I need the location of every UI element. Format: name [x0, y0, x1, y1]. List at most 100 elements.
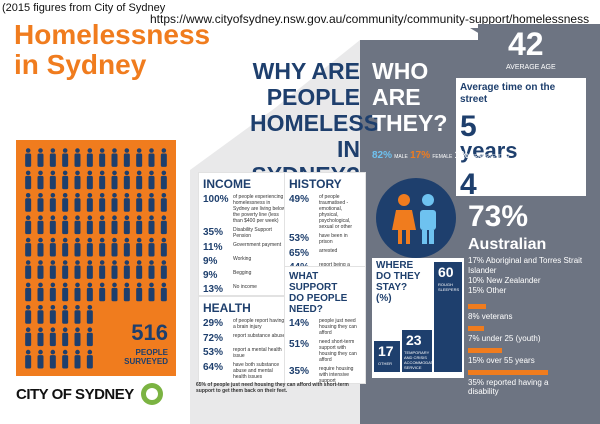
person-icon: [37, 215, 44, 235]
health-row: 72% report substance abuse: [203, 333, 287, 344]
income-pct: 9%: [203, 270, 218, 281]
trans-pct: 1%: [454, 150, 470, 161]
male-label: MALE: [394, 154, 408, 160]
where-stay-chart: WHERE DO THEY STAY? (%) 17 OTHER 23 TEMP…: [372, 258, 464, 378]
stat-bar-veterans: [468, 304, 486, 309]
person-icon: [37, 193, 44, 212]
person-icon: [148, 193, 155, 212]
person-icon: [123, 260, 130, 279]
history-row: 65% arrested: [289, 248, 361, 259]
person-icon: [111, 260, 118, 279]
stat-bar-disability: [468, 370, 548, 375]
average-age-label: AVERAGE AGE: [506, 64, 556, 71]
support-pct: 14%: [289, 318, 310, 329]
income-row: 9% Working: [203, 256, 287, 267]
stay-bar-temporary-label: TEMPORARY AND CRISIS ACCOMMODATION SERVI…: [404, 350, 441, 370]
female-label: FEMALE: [432, 154, 453, 160]
person-icon: [37, 349, 44, 369]
person-icon: [74, 327, 81, 347]
support-title-line-4: NEED?: [289, 304, 323, 315]
income-pct: 100%: [203, 194, 229, 205]
person-icon: [111, 148, 118, 167]
footnote: 65% of people just need housing they can…: [196, 382, 349, 394]
person-icon: [86, 282, 93, 302]
person-icon: [62, 170, 69, 190]
history-pct: 53%: [289, 233, 310, 244]
source-url[interactable]: https://www.cityofsydney.nsw.gov.au/comm…: [150, 12, 590, 26]
australian-pct: 73%: [468, 200, 529, 233]
sydney-2030-icon: [141, 383, 163, 405]
city-of-sydney-logo: CITY OF SYDNEY: [16, 386, 134, 403]
person-icon: [86, 170, 93, 190]
person-icon: [74, 349, 81, 369]
person-icon: [74, 305, 81, 324]
title-line-2: in Sydney: [14, 49, 147, 80]
person-icon: [37, 282, 44, 302]
history-text: have been in prison: [319, 233, 348, 245]
person-icon: [86, 237, 93, 257]
person-icon: [86, 327, 93, 347]
person-icon: [62, 282, 69, 302]
stay-title-line-3: STAY?: [376, 282, 408, 293]
income-text: of people experiencing homelessness in S…: [233, 194, 286, 224]
income-pct: 35%: [203, 227, 224, 238]
person-icon: [49, 305, 56, 324]
person-icon: [25, 170, 32, 190]
person-icon: [148, 260, 155, 279]
street-time-box: Average time on the street 5 years 4: [456, 78, 586, 200]
person-icon: [136, 237, 143, 257]
gender-icon-circle: [376, 178, 456, 258]
person-icon: [49, 349, 56, 369]
person-icon: [74, 193, 81, 212]
income-pct: 11%: [203, 242, 223, 253]
person-icon: [62, 193, 69, 212]
person-icon: [25, 260, 32, 279]
stay-bar-rough-value: 60: [438, 264, 454, 280]
support-row: 51% need short-term support with housing …: [289, 339, 361, 363]
person-icon: [99, 215, 106, 235]
stat-bar-over55: [468, 348, 502, 353]
person-icon: [160, 282, 167, 302]
who-line-1: WHO: [372, 58, 429, 84]
history-pct: 65%: [289, 248, 310, 259]
health-row: 64% have both substance abuse and mental …: [203, 362, 287, 380]
person-icon: [37, 237, 44, 257]
income-row: 100% of people experiencing homelessness …: [203, 194, 287, 224]
gender-stats: 82% MALE 17% FEMALE 1% TRANSGENDER: [372, 150, 510, 161]
support-title-line-3: DO PEOPLE: [289, 293, 348, 304]
history-row: 49% of people traumatised - emotional, ph…: [289, 194, 361, 230]
person-icon: [99, 260, 106, 279]
person-icon: [123, 282, 130, 302]
person-icon: [62, 260, 69, 279]
support-row: 14% people just need housing they can aff…: [289, 318, 361, 336]
why-heading: WHY ARE PEOPLE HOMELESS IN SYDNEY?: [250, 58, 379, 188]
origin-item-1: 17% Aboriginal and Torres Strait Islande…: [468, 256, 583, 275]
support-title: WHAT SUPPORT DO PEOPLE NEED?: [289, 271, 361, 315]
stay-title-line-1: WHERE: [376, 260, 414, 271]
person-icon: [123, 237, 130, 257]
income-row: 11% Government payment: [203, 242, 287, 253]
person-icon: [148, 148, 155, 167]
person-icon: [111, 237, 118, 257]
person-icon: [49, 215, 56, 235]
person-icon: [136, 148, 143, 167]
person-icon: [37, 327, 44, 347]
title-line-1: Homelessness: [14, 19, 211, 50]
history-row: 53% have been in prison: [289, 233, 361, 245]
person-icon: [49, 282, 56, 302]
income-title: INCOME: [203, 177, 251, 191]
person-icon: [148, 282, 155, 302]
street-years-label: years: [460, 138, 518, 163]
person-icon: [86, 349, 93, 369]
female-pct: 17%: [410, 150, 431, 161]
person-icon: [136, 170, 143, 190]
people-label-line-1: PEOPLE: [135, 348, 168, 357]
income-pct: 13%: [203, 284, 224, 295]
person-icon: [99, 237, 106, 257]
person-icon: [74, 282, 81, 302]
support-title-line-2: SUPPORT: [289, 282, 338, 293]
health-pct: 72%: [203, 333, 224, 344]
support-text: people just need housing they can afford: [319, 318, 357, 336]
person-icon: [123, 148, 130, 167]
history-panel: HISTORY 49% of people traumatised - emoti…: [284, 172, 366, 274]
